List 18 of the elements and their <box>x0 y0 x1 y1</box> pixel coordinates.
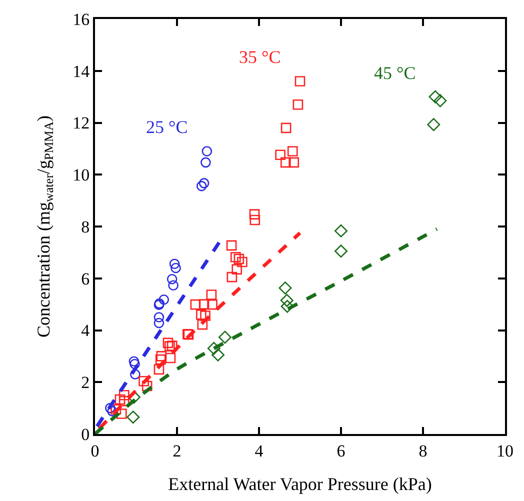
x-axis-title: External Water Vapor Pressure (kPa) <box>168 474 432 494</box>
y-tick-label: 8 <box>81 217 90 236</box>
y-tick-label: 10 <box>72 166 90 185</box>
y-tick-label: 14 <box>72 62 90 81</box>
x-tick-label: 2 <box>172 441 182 460</box>
y-tick-label: 12 <box>72 114 90 133</box>
series-label: 25 °C <box>146 117 188 137</box>
y-tick-label: 0 <box>81 424 90 444</box>
x-tick-label: 6 <box>336 441 346 460</box>
series-label: 45 °C <box>374 63 416 83</box>
y-tick-label: 4 <box>81 321 90 340</box>
y-tick-label: 2 <box>81 373 90 392</box>
y-tick-label: 6 <box>81 269 90 288</box>
x-tick-label: 8 <box>418 441 428 460</box>
x-tick-label: 4 <box>254 441 264 460</box>
y-tick-label: 16 <box>72 10 90 29</box>
x-tick-label: 10 <box>496 441 514 460</box>
series-label: 35 °C <box>239 47 281 67</box>
